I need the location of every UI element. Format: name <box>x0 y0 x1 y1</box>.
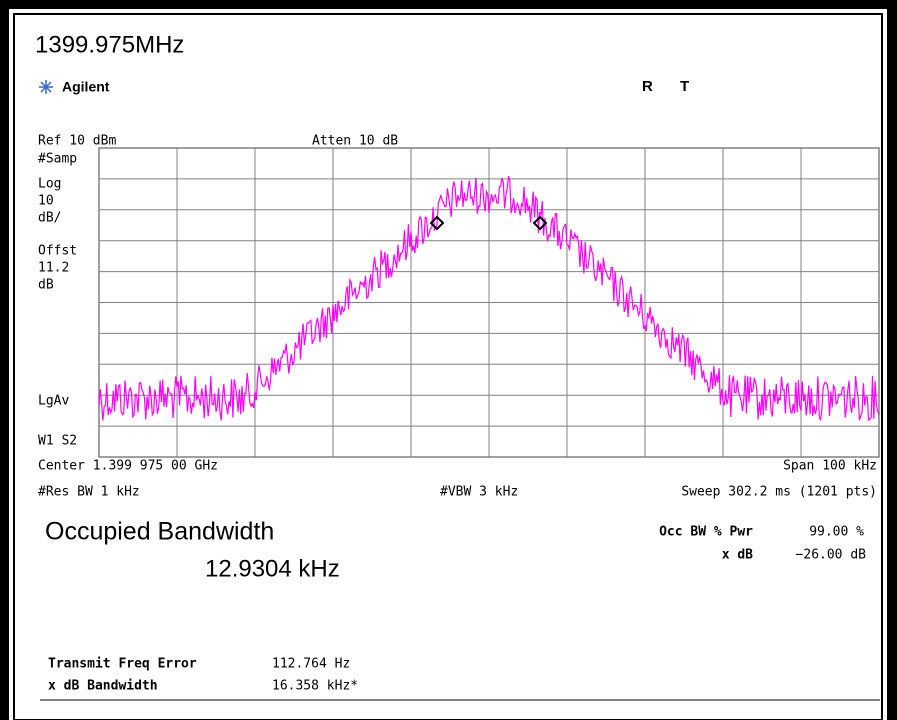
detail-label: x dB Bandwidth <box>48 679 158 694</box>
frame-right <box>887 0 897 720</box>
left-label: LgAv <box>38 394 69 409</box>
frequency: 1399.975MHz <box>35 31 184 58</box>
flag: T <box>680 78 689 95</box>
vbw: #VBW 3 kHz <box>440 485 518 500</box>
left-label: 10 <box>38 194 54 209</box>
sweep: Sweep 302.2 ms (1201 pts) <box>681 485 877 500</box>
left-label: Offst <box>38 244 77 259</box>
frame-left <box>0 0 9 720</box>
markers <box>429 215 548 231</box>
setting-label: x dB <box>722 548 753 563</box>
left-label: dB <box>38 278 54 293</box>
res-bw: #Res BW 1 kHz <box>38 485 140 500</box>
graticule <box>98 147 880 458</box>
left-label: dB/ <box>38 211 61 226</box>
brand: Agilent <box>62 79 110 95</box>
setting-value: −26.00 dB <box>796 548 867 563</box>
setting-label: Occ BW % Pwr <box>659 525 753 540</box>
left-label: 11.2 <box>38 261 69 276</box>
trace <box>98 176 880 422</box>
detail-value: 16.358 kHz* <box>272 679 358 694</box>
ref-level: Ref 10 dBm <box>38 134 116 149</box>
detail-value: 112.764 Hz <box>272 657 350 672</box>
inner-frame <box>13 13 883 720</box>
measurement-title: Occupied Bandwidth <box>45 518 274 546</box>
measurement-result: 12.9304 kHz <box>205 555 340 582</box>
attenuation: Atten 10 dB <box>312 134 398 149</box>
agilent-logo <box>39 80 53 94</box>
setting-value: 99.00 % <box>809 525 864 540</box>
center-freq: Center 1.399 975 00 GHz <box>38 459 218 474</box>
flag: R <box>642 78 653 95</box>
left-label: W1 S2 <box>38 434 77 449</box>
left-label: Log <box>38 177 61 192</box>
marker <box>532 215 548 231</box>
left-label: #Samp <box>38 152 77 167</box>
detail-label: Transmit Freq Error <box>48 657 197 672</box>
frame-top <box>0 0 897 9</box>
marker <box>429 215 445 231</box>
span: Span 100 kHz <box>783 459 877 474</box>
